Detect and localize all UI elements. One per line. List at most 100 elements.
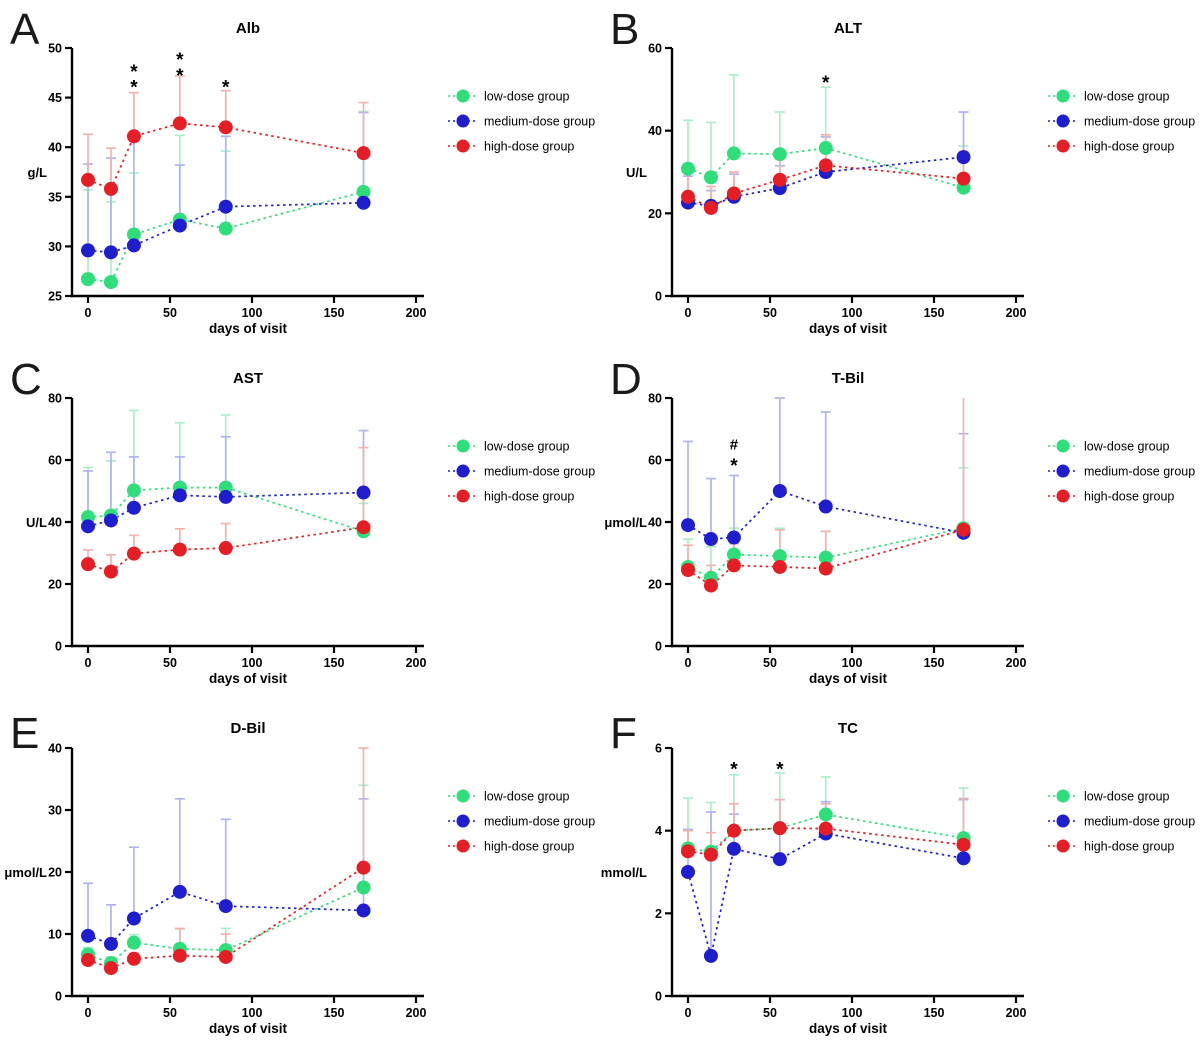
annotation: * xyxy=(222,78,230,99)
data-point xyxy=(81,519,95,534)
legend-marker xyxy=(1056,89,1070,103)
data-point xyxy=(103,936,118,951)
data-point xyxy=(772,172,787,187)
y-tick-label: 0 xyxy=(655,290,662,304)
data-point xyxy=(772,147,787,162)
y-tick-label: 30 xyxy=(48,804,62,818)
x-tick-label: 50 xyxy=(163,306,177,320)
data-point xyxy=(172,884,187,899)
data-point xyxy=(103,181,118,196)
legend-marker xyxy=(456,814,470,828)
x-tick-label: 100 xyxy=(842,306,863,320)
legend-marker xyxy=(456,839,470,853)
legend-label: medium-dose group xyxy=(484,815,595,829)
panel-letter: E xyxy=(10,709,39,758)
data-point xyxy=(681,161,695,176)
x-tick-label: 0 xyxy=(685,656,692,670)
legend-label: low-dose group xyxy=(1084,440,1170,454)
data-point xyxy=(172,116,187,131)
x-tick-label: 100 xyxy=(842,656,863,670)
series-line xyxy=(87,122,364,190)
annotation: * xyxy=(730,760,738,781)
x-tick-label: 200 xyxy=(1006,1006,1027,1020)
data-point xyxy=(726,530,741,545)
panel-tc: 0 2 4 6 0 50 100 150 200 * * low-dose group medium-d… xyxy=(600,700,1200,1054)
y-axis-unit-label: g/L xyxy=(28,165,48,180)
y-axis-unit-label: mmol/L xyxy=(601,865,647,880)
data-point xyxy=(218,899,233,914)
x-tick-label: 200 xyxy=(406,306,427,320)
data-point xyxy=(772,559,787,574)
y-tick-label: 25 xyxy=(48,290,62,304)
legend-label: low-dose group xyxy=(484,790,570,804)
data-point xyxy=(703,532,718,547)
y-tick-label: 80 xyxy=(648,392,662,406)
legend-marker xyxy=(1056,839,1070,853)
y-tick-label: 20 xyxy=(48,866,62,880)
panel-dbil: 0 10 20 30 40 0 50 100 150 200 low-dose group mediu… xyxy=(0,700,600,1054)
legend-label: low-dose group xyxy=(1084,90,1170,104)
y-tick-label: 2 xyxy=(655,907,662,921)
chart-alt: 0 20 40 60 0 50 100 150 200 * low-dose group medium… xyxy=(610,5,1195,336)
y-tick-label: 6 xyxy=(655,742,662,756)
legend-marker xyxy=(456,789,470,803)
data-point xyxy=(356,520,371,535)
x-tick-label: 0 xyxy=(85,656,92,670)
legend-label: high-dose group xyxy=(484,140,574,154)
series-line xyxy=(687,490,964,540)
panel-letter: D xyxy=(610,355,642,404)
x-axis-label: days of visit xyxy=(209,1021,288,1036)
x-tick-label: 100 xyxy=(242,656,263,670)
x-tick-label: 100 xyxy=(242,1006,263,1020)
legend-marker xyxy=(456,114,470,128)
x-tick-label: 100 xyxy=(242,306,263,320)
data-point xyxy=(356,903,371,918)
panel-alb: 25 30 35 40 45 50 0 50 100 150 200 * * * * * low-dose gr… xyxy=(0,0,600,350)
data-point xyxy=(956,851,971,866)
legend-label: low-dose group xyxy=(484,90,570,104)
legend-marker xyxy=(1056,464,1070,478)
legend-marker xyxy=(1056,489,1070,503)
x-tick-label: 0 xyxy=(85,1006,92,1020)
legend-marker xyxy=(1056,789,1070,803)
data-point xyxy=(681,865,695,879)
y-tick-label: 20 xyxy=(648,207,662,221)
x-tick-label: 200 xyxy=(1006,656,1027,670)
y-tick-label: 20 xyxy=(648,578,662,592)
data-point xyxy=(81,953,95,968)
data-point xyxy=(81,272,95,287)
y-tick-label: 80 xyxy=(48,392,62,406)
legend-label: medium-dose group xyxy=(1084,815,1195,829)
data-point xyxy=(218,199,233,214)
chart-title: TC xyxy=(838,720,858,737)
legend-label: high-dose group xyxy=(1084,490,1174,504)
data-point xyxy=(681,518,695,533)
data-point xyxy=(818,821,833,836)
x-tick-label: 50 xyxy=(163,656,177,670)
x-tick-label: 200 xyxy=(406,1006,427,1020)
data-point xyxy=(818,807,833,822)
data-point xyxy=(726,146,741,161)
annotation: # xyxy=(730,437,739,454)
x-tick-label: 50 xyxy=(763,656,777,670)
data-point xyxy=(356,184,371,199)
x-tick-label: 150 xyxy=(324,1006,345,1020)
data-point xyxy=(356,860,371,875)
data-point xyxy=(818,561,833,576)
data-point xyxy=(103,513,118,528)
x-tick-label: 200 xyxy=(406,656,427,670)
x-axis-label: days of visit xyxy=(809,321,888,336)
x-tick-label: 50 xyxy=(763,306,777,320)
x-tick-label: 0 xyxy=(85,306,92,320)
annotation: * xyxy=(176,66,184,87)
data-point xyxy=(81,557,95,572)
legend-label: low-dose group xyxy=(484,440,570,454)
y-axis-unit-label: U/L xyxy=(626,165,647,180)
legend-marker xyxy=(456,464,470,478)
x-tick-label: 0 xyxy=(685,1006,692,1020)
panel-letter: F xyxy=(610,709,637,758)
data-point xyxy=(218,541,233,556)
data-point xyxy=(703,578,718,593)
data-point xyxy=(681,563,695,578)
